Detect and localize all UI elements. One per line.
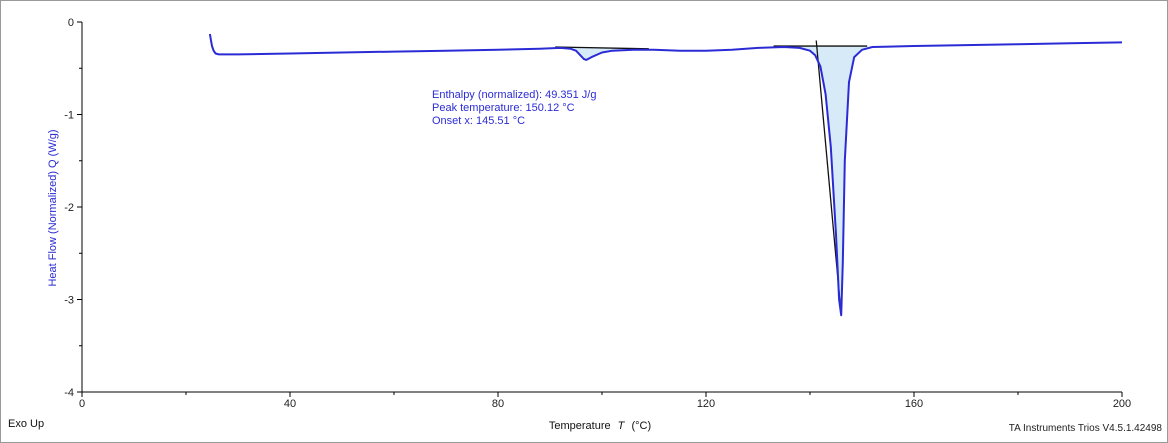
- x-axis-label-text: Temperature: [549, 420, 611, 432]
- x-tick-label: 80: [492, 398, 504, 410]
- x-axis-label-unit: (°C): [631, 420, 651, 432]
- y-tick-label: -4: [64, 387, 74, 399]
- x-tick-label: 200: [1113, 398, 1131, 410]
- annotation-enthalpy: Enthalpy (normalized): 49.351 J/g: [432, 89, 596, 101]
- annotation-onset: Onset x: 145.51 °C: [432, 115, 525, 127]
- heat-flow-trace: [210, 34, 1122, 315]
- x-axis-label-symbol: T: [618, 420, 626, 432]
- exo-up-label: Exo Up: [8, 418, 44, 430]
- y-axis-label: Heat Flow (Normalized) Q (W/g): [47, 129, 59, 286]
- software-branding: TA Instruments Trios V4.5.1.42498: [1009, 423, 1162, 434]
- annotation-peak-temperature: Peak temperature: 150.12 °C: [432, 102, 575, 114]
- x-tick-label: 160: [905, 398, 923, 410]
- x-tick-label: 40: [284, 398, 296, 410]
- y-tick-label: -1: [64, 110, 74, 122]
- x-axis-label: Temperature T (°C): [549, 420, 651, 432]
- x-tick-label: 120: [697, 398, 715, 410]
- y-tick-label: -3: [64, 295, 74, 307]
- x-tick-label: 0: [79, 398, 85, 410]
- y-tick-label: -2: [64, 202, 74, 214]
- y-tick-label: 0: [68, 17, 74, 29]
